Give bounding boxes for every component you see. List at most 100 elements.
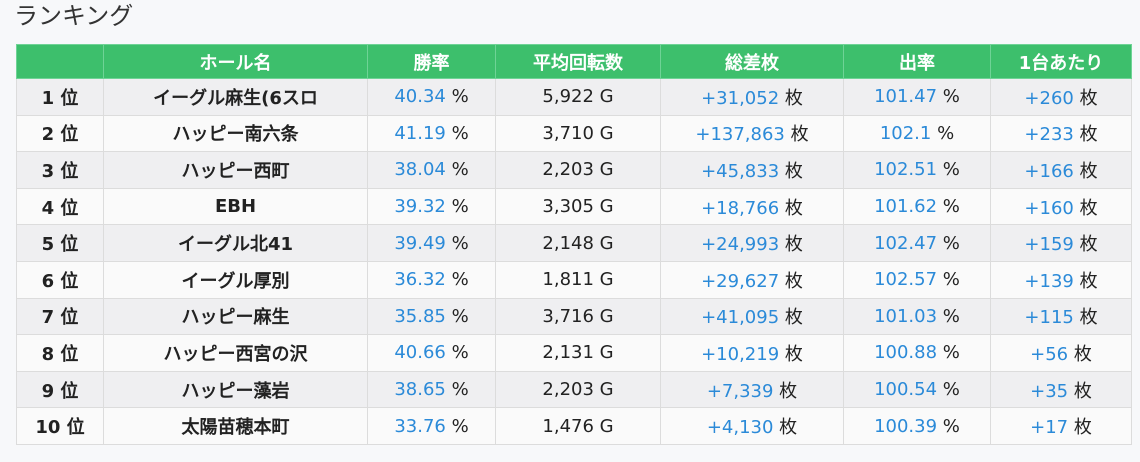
table-cell: ハッピー西宮の沢	[103, 334, 368, 372]
table-cell: 5,922 G	[495, 78, 661, 116]
page-title: ランキング	[14, 2, 134, 30]
table-cell: +10,219 枚	[660, 334, 844, 372]
table-cell: 101.47 %	[843, 78, 991, 116]
cell-unit: %	[451, 122, 469, 144]
table-cell: +260 枚	[990, 78, 1132, 116]
hall-name: ハッピー西宮の沢	[163, 343, 308, 365]
table-cell: 40.34 %	[367, 78, 496, 116]
table-cell: 太陽苗穂本町	[103, 407, 368, 445]
cell-unit: %	[451, 86, 469, 108]
cell-unit: %	[451, 232, 469, 254]
table-cell: 33.76 %	[367, 407, 496, 445]
cell-unit: %	[937, 122, 955, 144]
rank: 10 位	[35, 417, 85, 439]
table-body: 1 位イーグル麻生(6スロ 40.34 % 5,922 G +31,052 枚 101.…	[16, 78, 1132, 445]
cell-value: +31,052	[701, 87, 780, 109]
hall-name: イーグル厚別	[181, 270, 290, 292]
table-cell: 2,203 G	[495, 151, 661, 189]
cell-value: 2,203	[542, 159, 594, 181]
cell-unit: %	[451, 415, 469, 437]
table-cell: 9 位	[16, 370, 104, 409]
table-cell: 1 位	[16, 78, 104, 116]
cell-unit: G	[599, 232, 614, 254]
rank: 7 位	[41, 307, 79, 329]
cell-value: +139	[1024, 270, 1074, 292]
table-cell: 100.39 %	[843, 407, 991, 445]
table-cell: 41.19 %	[367, 114, 496, 153]
cell-unit: %	[942, 415, 960, 437]
column-label: ホール名	[199, 52, 272, 74]
table-cell: 38.65 %	[367, 370, 496, 409]
cell-value: 33.76	[394, 415, 446, 437]
table-row: 2 位ハッピー南六条 41.19 % 3,710 G +137,863 枚 102.1 …	[16, 114, 1132, 153]
table-cell: 102.47 %	[843, 224, 991, 262]
table-cell: +41,095 枚	[660, 297, 844, 336]
table-cell: +31,052 枚	[660, 78, 844, 116]
cell-unit: 枚	[1073, 417, 1092, 439]
cell-value: 2,203	[542, 379, 594, 401]
table-cell: イーグル麻生(6スロ	[103, 78, 368, 116]
table-row: 5 位イーグル北41 39.49 % 2,148 G +24,993 枚 102.47 …	[16, 224, 1132, 262]
column-header: 勝率	[367, 44, 496, 79]
cell-unit: 枚	[1073, 343, 1092, 365]
cell-unit: %	[451, 159, 469, 181]
cell-unit: 枚	[784, 160, 803, 182]
cell-value: 38.04	[394, 159, 446, 181]
table-cell: 101.03 %	[843, 297, 991, 336]
table-cell: 1,811 G	[495, 260, 661, 299]
rank: 8 位	[41, 343, 79, 365]
table-cell: ハッピー西町	[103, 151, 368, 189]
cell-value: 36.32	[394, 269, 446, 291]
rank: 1 位	[41, 87, 79, 109]
table-cell: +29,627 枚	[660, 260, 844, 299]
cell-value: +56	[1030, 343, 1069, 365]
table-cell: +137,863 枚	[660, 114, 844, 153]
table-cell: +17 枚	[990, 407, 1132, 445]
table-cell: 2,131 G	[495, 334, 661, 372]
table-cell: 3,305 G	[495, 187, 661, 226]
cell-value: 3,710	[542, 122, 594, 144]
cell-value: 1,476	[542, 415, 594, 437]
cell-unit: %	[451, 342, 469, 364]
table-cell: イーグル北41	[103, 224, 368, 262]
cell-value: 35.85	[394, 305, 446, 327]
table-cell: イーグル厚別	[103, 260, 368, 299]
column-label: 平均回転数	[533, 52, 623, 74]
column-header: ホール名	[103, 44, 368, 79]
table-row: 8 位ハッピー西宮の沢 40.66 % 2,131 G +10,219 枚 100.88…	[16, 334, 1132, 372]
cell-unit: %	[451, 379, 469, 401]
cell-value: 39.32	[394, 196, 446, 218]
table-cell: +7,339 枚	[660, 370, 844, 409]
cell-unit: 枚	[784, 234, 803, 256]
header-row: ホール名 勝率 平均回転数 総差枚 出率 1台あたり	[16, 44, 1132, 79]
cell-value: 102.57	[874, 269, 938, 291]
cell-value: 102.47	[874, 232, 938, 254]
table-cell: 1,476 G	[495, 407, 661, 445]
cell-value: 101.03	[874, 305, 938, 327]
table-cell: +4,130 枚	[660, 407, 844, 445]
cell-value: 100.39	[874, 415, 938, 437]
cell-value: 100.54	[874, 379, 938, 401]
hall-name: イーグル北41	[177, 234, 294, 256]
cell-unit: G	[599, 159, 614, 181]
table-cell: 3 位	[16, 151, 104, 189]
hall-name: ハッピー麻生	[181, 307, 290, 329]
table-cell: +159 枚	[990, 224, 1132, 262]
cell-unit: 枚	[1079, 124, 1098, 146]
table-cell: 2,203 G	[495, 370, 661, 409]
cell-value: 38.65	[394, 379, 446, 401]
cell-value: 100.88	[874, 342, 938, 364]
cell-unit: 枚	[1079, 234, 1098, 256]
cell-value: +45,833	[701, 160, 780, 182]
cell-unit: %	[942, 342, 960, 364]
hall-name: イーグル麻生(6スロ	[153, 87, 318, 109]
cell-value: +17	[1030, 417, 1069, 439]
table-row: 3 位ハッピー西町 38.04 % 2,203 G +45,833 枚 102.51 %…	[16, 151, 1132, 189]
table-cell: +35 枚	[990, 370, 1132, 409]
cell-value: +7,339	[706, 380, 774, 402]
cell-value: +160	[1024, 197, 1074, 219]
cell-unit: 枚	[1079, 307, 1098, 329]
table-cell: 4 位	[16, 187, 104, 226]
cell-value: 3,305	[542, 196, 594, 218]
table-cell: 102.51 %	[843, 151, 991, 189]
